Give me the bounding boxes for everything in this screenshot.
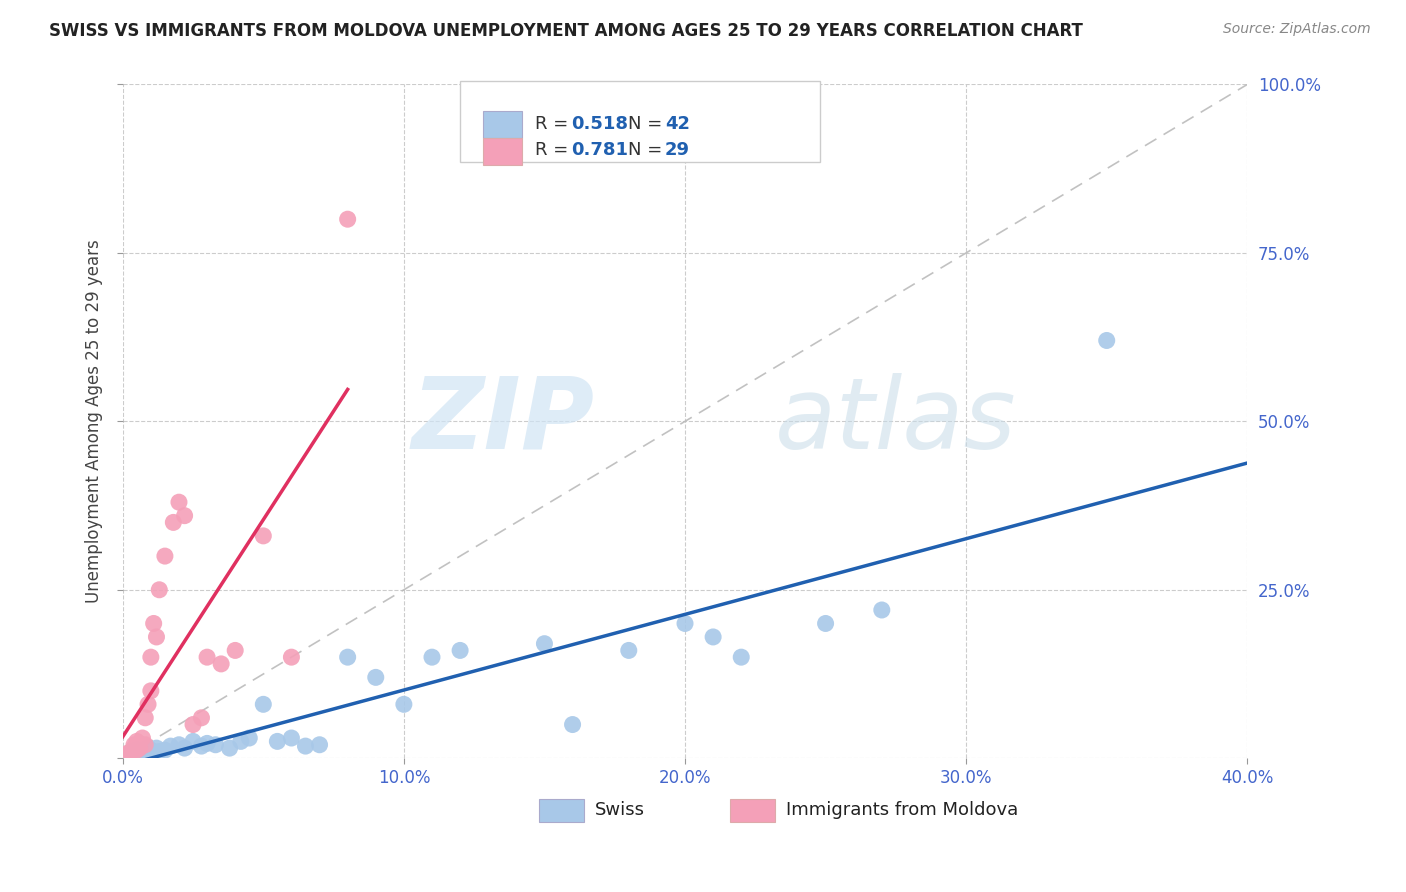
Text: Source: ZipAtlas.com: Source: ZipAtlas.com [1223, 22, 1371, 37]
Point [195, 650, 218, 665]
Text: Swiss: Swiss [595, 801, 645, 819]
Point [190, 739, 212, 753]
Point [190, 711, 212, 725]
Point [561, 717, 583, 731]
Point [153, 743, 176, 757]
Point [159, 739, 181, 753]
Point [162, 516, 184, 530]
Text: R =: R = [536, 114, 575, 133]
Point [195, 736, 218, 750]
Point [224, 643, 246, 657]
Point [1095, 334, 1118, 348]
Point [131, 744, 153, 758]
Point [122, 738, 145, 752]
Point [238, 731, 260, 745]
Text: atlas: atlas [775, 373, 1017, 470]
Point [139, 743, 162, 757]
Point [364, 670, 387, 684]
Text: SWISS VS IMMIGRANTS FROM MOLDOVA UNEMPLOYMENT AMONG AGES 25 TO 29 YEARS CORRELAT: SWISS VS IMMIGRANTS FROM MOLDOVA UNEMPLO… [49, 22, 1083, 40]
Point [336, 212, 359, 227]
Point [148, 744, 170, 758]
Text: 29: 29 [665, 142, 690, 160]
Y-axis label: Unemployment Among Ages 25 to 29 years: Unemployment Among Ages 25 to 29 years [86, 239, 103, 603]
Point [128, 741, 150, 756]
Point [266, 734, 288, 748]
Point [173, 741, 195, 756]
Point [153, 549, 176, 563]
Point [673, 616, 696, 631]
Point [181, 717, 204, 731]
Point [134, 746, 156, 760]
Point [167, 495, 190, 509]
Point [134, 738, 156, 752]
Point [173, 508, 195, 523]
Point [420, 650, 443, 665]
FancyBboxPatch shape [482, 112, 522, 138]
Point [139, 683, 162, 698]
Point [136, 698, 159, 712]
FancyBboxPatch shape [538, 798, 583, 822]
Point [218, 741, 240, 756]
Point [142, 746, 165, 760]
Point [117, 746, 139, 760]
Point [204, 738, 226, 752]
Point [870, 603, 893, 617]
Point [142, 616, 165, 631]
Point [145, 741, 167, 756]
Point [148, 582, 170, 597]
Point [181, 734, 204, 748]
Point [702, 630, 724, 644]
Point [617, 643, 640, 657]
Point [252, 698, 274, 712]
Point [229, 734, 252, 748]
Text: Immigrants from Moldova: Immigrants from Moldova [786, 801, 1018, 819]
Point [308, 738, 330, 752]
Point [280, 650, 302, 665]
Point [533, 637, 555, 651]
Point [120, 746, 142, 760]
Point [117, 747, 139, 762]
Point [814, 616, 837, 631]
Point [125, 743, 148, 757]
FancyBboxPatch shape [730, 798, 775, 822]
Point [122, 741, 145, 756]
Text: 0.518: 0.518 [571, 114, 628, 133]
Point [252, 529, 274, 543]
Point [136, 741, 159, 756]
Text: 42: 42 [665, 114, 690, 133]
Point [167, 738, 190, 752]
Point [125, 734, 148, 748]
Point [114, 747, 136, 762]
Point [134, 711, 156, 725]
Point [139, 650, 162, 665]
Point [125, 743, 148, 757]
Point [120, 744, 142, 758]
Point [209, 657, 232, 671]
Point [449, 643, 471, 657]
Text: N =: N = [627, 114, 668, 133]
Point [131, 731, 153, 745]
Point [336, 650, 359, 665]
Point [145, 630, 167, 644]
Text: R =: R = [536, 142, 575, 160]
Text: 0.781: 0.781 [571, 142, 628, 160]
Point [280, 731, 302, 745]
Text: N =: N = [627, 142, 668, 160]
Point [392, 698, 415, 712]
Point [128, 747, 150, 762]
Point [294, 739, 316, 753]
Point [730, 650, 752, 665]
FancyBboxPatch shape [482, 138, 522, 165]
Text: ZIP: ZIP [412, 373, 595, 470]
Point [122, 744, 145, 758]
FancyBboxPatch shape [460, 81, 820, 162]
